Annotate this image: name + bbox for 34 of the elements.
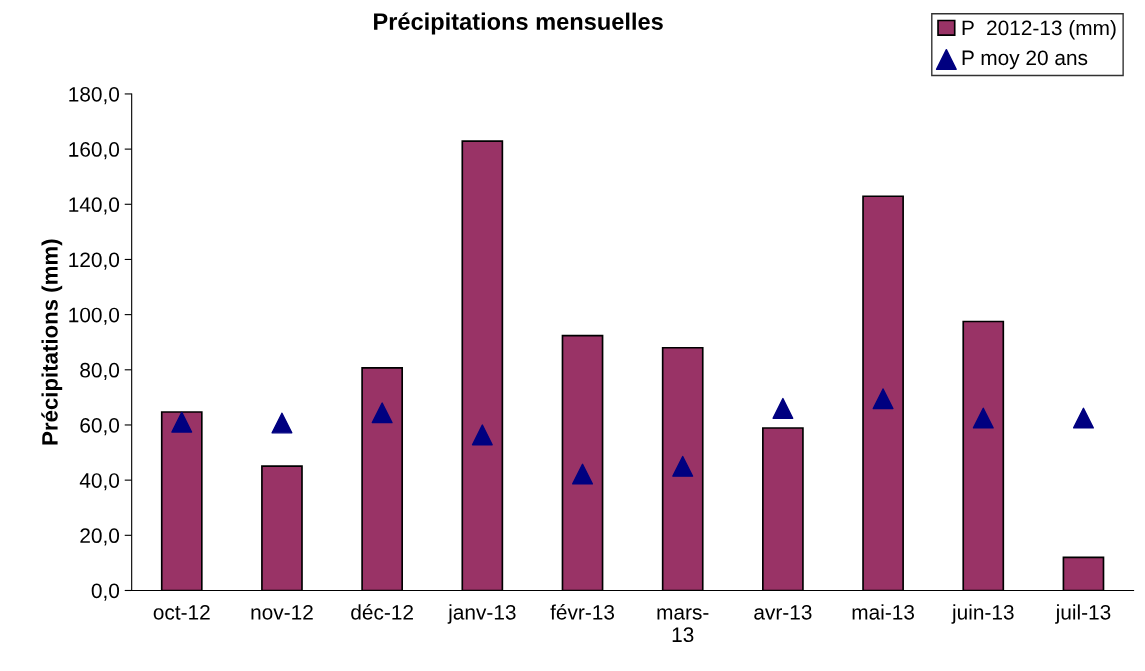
y-axis-title: Précipitations (mm)	[41, 239, 63, 445]
chart-title: Précipitations mensuelles	[374, 12, 663, 35]
x-tick-label: nov-12	[251, 604, 313, 620]
point	[972, 407, 994, 429]
legend-label: P 2012-13 (mm)	[962, 20, 1116, 40]
x-tick-label: janv-13	[447, 604, 516, 624]
x-tick-label: mai-13	[852, 604, 915, 620]
y-tick-label: 20,0	[80, 528, 120, 546]
y-tick-label: 100,0	[69, 307, 120, 325]
y-tick-label: 80,0	[80, 362, 120, 381]
x-tick-label: juil-13	[1055, 604, 1111, 624]
x-tick-label: oct-12	[153, 604, 210, 620]
x-tick-label: avr-13	[754, 604, 812, 620]
x-tick-label: juin-13	[951, 604, 1014, 624]
y-tick-label: 120,0	[69, 252, 120, 270]
x-tick-label: févr-13	[550, 604, 615, 620]
point	[171, 411, 193, 433]
point	[471, 424, 493, 446]
y-tick-label: 180,0	[69, 86, 120, 105]
y-tick-label: 160,0	[69, 142, 120, 160]
y-tick-label: 60,0	[80, 417, 120, 436]
point	[371, 402, 393, 424]
point	[271, 412, 293, 434]
point	[672, 455, 694, 477]
point	[772, 397, 794, 419]
x-tick-label: déc-12	[351, 604, 413, 620]
point	[872, 388, 894, 410]
legend-label: P moy 20 ans	[962, 50, 1088, 70]
y-tick-label: 0,0	[91, 583, 120, 601]
point	[572, 463, 594, 485]
point	[1072, 407, 1094, 429]
y-tick-label: 40,0	[79, 473, 120, 491]
x-tick-label: mars- 13	[657, 608, 709, 643]
y-tick-label: 140,0	[69, 197, 120, 215]
